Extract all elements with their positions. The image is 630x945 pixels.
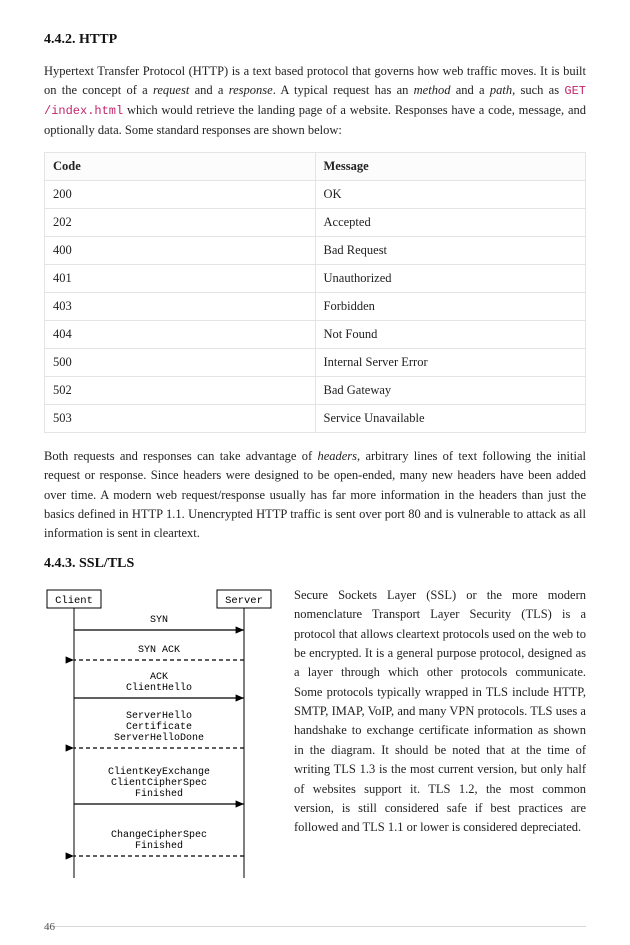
th-message: Message xyxy=(315,152,586,180)
text: and a xyxy=(450,83,489,97)
cell-code: 200 xyxy=(45,180,316,208)
svg-text:SYN: SYN xyxy=(150,615,168,626)
tls-sequence-diagram: Client Server SYN SYN ACK ACKClientHello Serv… xyxy=(44,586,274,886)
http-heading: 4.4.2. HTTP xyxy=(44,32,586,48)
cell-message: Forbidden xyxy=(315,292,586,320)
svg-text:Client: Client xyxy=(55,595,93,607)
cell-message: Bad Request xyxy=(315,236,586,264)
table-row: 500Internal Server Error xyxy=(45,348,586,376)
table-header-row: Code Message xyxy=(45,152,586,180)
em-path: path xyxy=(490,83,512,97)
http-headers-para: Both requests and responses can take adv… xyxy=(44,447,586,544)
text: and a xyxy=(189,83,228,97)
svg-text:ACK: ACK xyxy=(150,672,168,683)
em-response: response xyxy=(229,83,273,97)
table-row: 202Accepted xyxy=(45,208,586,236)
cell-message: Accepted xyxy=(315,208,586,236)
page: 4.4.2. HTTP Hypertext Transfer Protocol … xyxy=(0,0,630,945)
text: Both requests and responses can take adv… xyxy=(44,449,317,463)
svg-text:SYN ACK: SYN ACK xyxy=(138,645,180,656)
svg-text:ClientCipherSpec: ClientCipherSpec xyxy=(111,777,207,789)
ssl-paragraph: Secure Sockets Layer (SSL) or the more m… xyxy=(294,586,586,838)
svg-text:ChangeCipherSpec: ChangeCipherSpec xyxy=(111,829,207,841)
ssl-text-column: Secure Sockets Layer (SSL) or the more m… xyxy=(294,586,586,850)
cell-message: Bad Gateway xyxy=(315,376,586,404)
ssl-columns: Client Server SYN SYN ACK ACKClientHello Serv… xyxy=(44,586,586,886)
cell-code: 502 xyxy=(45,376,316,404)
cell-message: OK xyxy=(315,180,586,208)
text: which would retrieve the landing page of… xyxy=(44,103,586,137)
cell-code: 403 xyxy=(45,292,316,320)
table-row: 403Forbidden xyxy=(45,292,586,320)
em-headers: headers xyxy=(317,449,357,463)
svg-text:ClientKeyExchange: ClientKeyExchange xyxy=(108,766,210,778)
table-row: 503Service Unavailable xyxy=(45,404,586,432)
th-code: Code xyxy=(45,152,316,180)
svg-text:ServerHelloDone: ServerHelloDone xyxy=(114,732,204,744)
table-row: 200OK xyxy=(45,180,586,208)
cell-code: 404 xyxy=(45,320,316,348)
cell-message: Internal Server Error xyxy=(315,348,586,376)
table-row: 400Bad Request xyxy=(45,236,586,264)
em-request: request xyxy=(153,83,189,97)
footer-rule xyxy=(44,926,586,927)
cell-code: 400 xyxy=(45,236,316,264)
cell-code: 401 xyxy=(45,264,316,292)
page-number: 46 xyxy=(44,921,55,933)
text: , such as xyxy=(512,83,564,97)
sequence-svg: Client Server SYN SYN ACK ACKClientHello Serv… xyxy=(44,586,274,886)
svg-text:ServerHello: ServerHello xyxy=(126,710,192,722)
svg-text:ClientHello: ClientHello xyxy=(126,682,192,694)
cell-code: 500 xyxy=(45,348,316,376)
cell-message: Service Unavailable xyxy=(315,404,586,432)
http-codes-table: Code Message 200OK202Accepted400Bad Requ… xyxy=(44,152,586,433)
cell-code: 202 xyxy=(45,208,316,236)
ssl-heading: 4.4.3. SSL/TLS xyxy=(44,556,586,572)
text: . A typical request has an xyxy=(273,83,414,97)
cell-message: Unauthorized xyxy=(315,264,586,292)
table-row: 502Bad Gateway xyxy=(45,376,586,404)
cell-code: 503 xyxy=(45,404,316,432)
cell-message: Not Found xyxy=(315,320,586,348)
table-row: 401Unauthorized xyxy=(45,264,586,292)
svg-text:Finished: Finished xyxy=(135,788,183,800)
em-method: method xyxy=(414,83,451,97)
http-intro: Hypertext Transfer Protocol (HTTP) is a … xyxy=(44,62,586,140)
svg-text:Server: Server xyxy=(225,595,263,607)
svg-text:Certificate: Certificate xyxy=(126,721,192,733)
table-row: 404Not Found xyxy=(45,320,586,348)
svg-text:Finished: Finished xyxy=(135,840,183,852)
